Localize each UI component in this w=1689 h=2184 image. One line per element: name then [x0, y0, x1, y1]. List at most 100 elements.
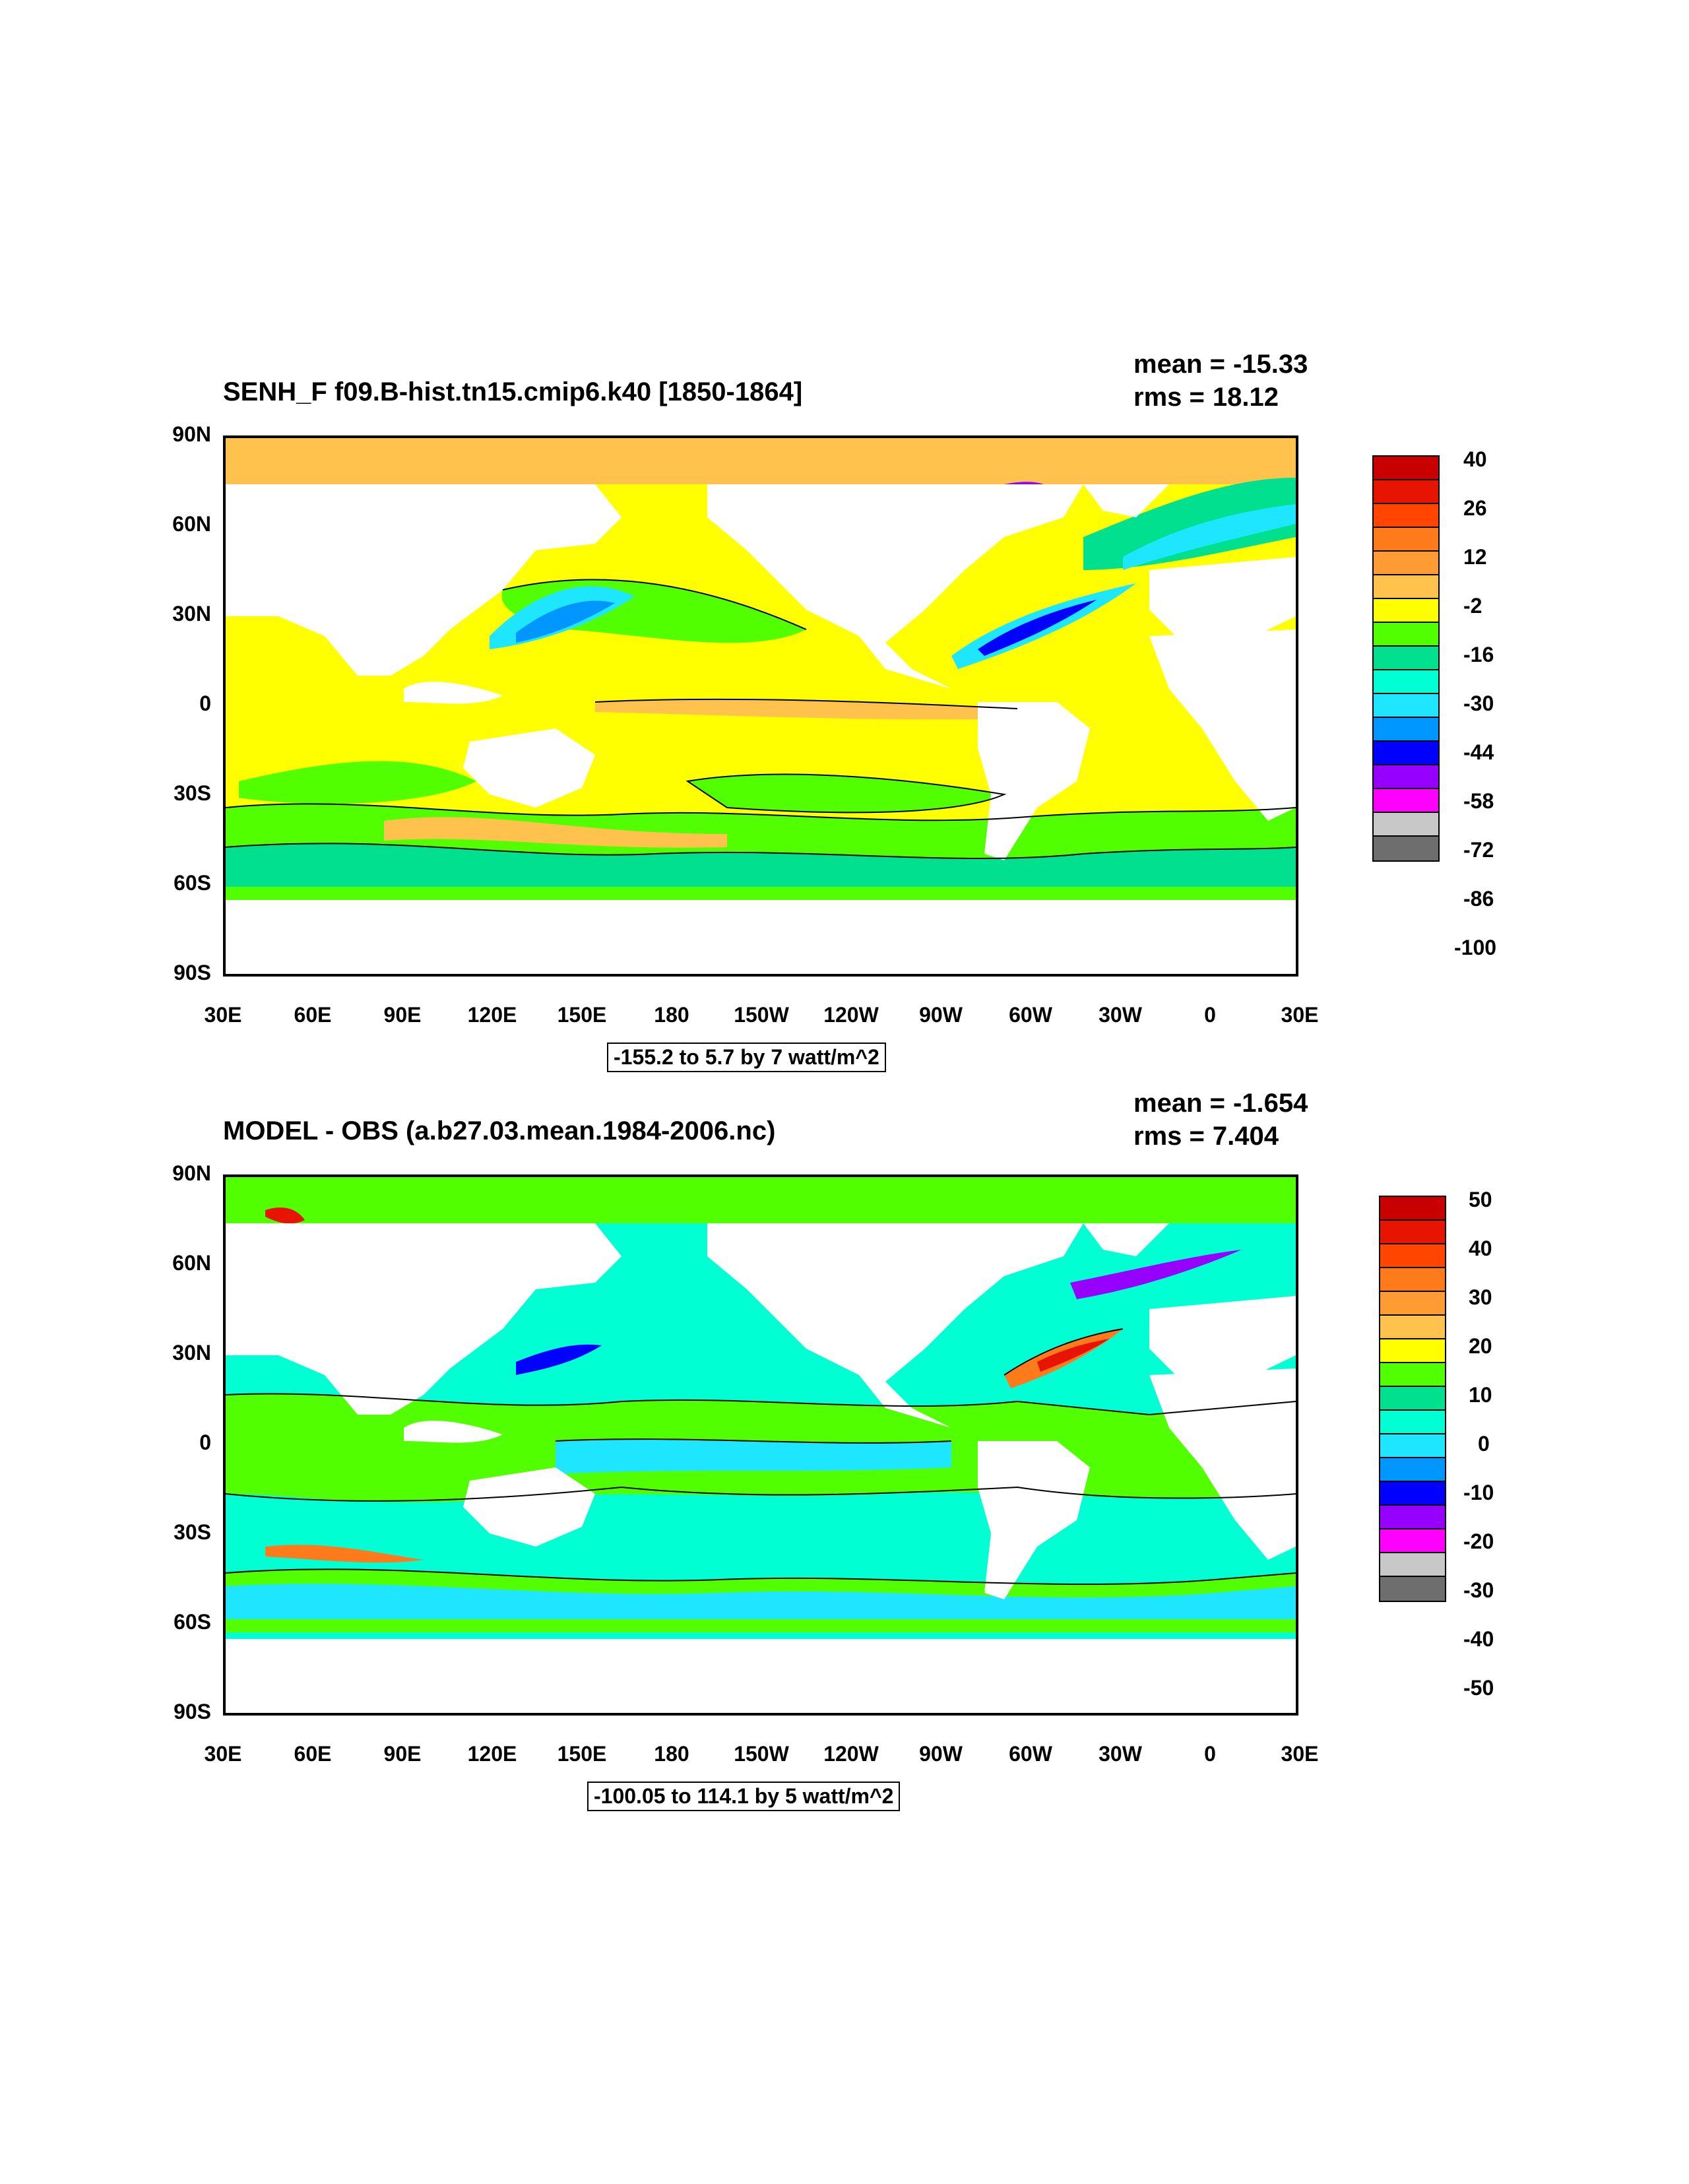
lon-label: 0: [1204, 1742, 1216, 1766]
colorbar-cell: [1380, 1197, 1445, 1221]
contour-line: [685, 773, 1007, 814]
colorbar-label: -20: [1463, 1529, 1494, 1553]
colorbar-label: -58: [1463, 789, 1494, 813]
lon-label: 180: [654, 1003, 689, 1027]
nordic-cell: [1083, 478, 1296, 570]
contour-line: [226, 1393, 1296, 1416]
colorbar-cell: [1380, 1482, 1445, 1506]
colorbar-cell: [1380, 1553, 1445, 1577]
lon-label: 30E: [204, 1742, 242, 1766]
colorbar-label: -86: [1463, 887, 1494, 911]
land-north-america: [707, 1223, 1083, 1428]
panel-top: SENH_F f09.B-hist.tn15.cmip6.k40 [1850-1…: [0, 343, 1689, 1072]
lon-label: 180: [654, 1742, 689, 1766]
lon-label: 150W: [734, 1003, 789, 1027]
colorbar-cell: [1374, 552, 1438, 575]
mean-label: mean =: [1133, 1089, 1225, 1118]
pacific-cyan: [556, 1439, 951, 1474]
rms-stat: rms = 18.12: [1133, 383, 1279, 412]
lon-label: 90E: [383, 1003, 422, 1027]
lat-label: 30N: [172, 1341, 211, 1365]
colorbar-cell: [1380, 1221, 1445, 1244]
colorbar-cell: [1380, 1434, 1445, 1458]
lon-label: 30E: [204, 1003, 242, 1027]
colorbar-cell: [1374, 837, 1438, 860]
colorbar-label: -10: [1463, 1481, 1494, 1504]
lon-label: 150E: [557, 1742, 607, 1766]
map-field: [226, 1177, 1296, 1713]
lat-label: 0: [199, 1430, 211, 1454]
colorbar-label: -44: [1463, 740, 1494, 764]
land-eurasia-asia: [226, 484, 621, 676]
southern-cyan: [226, 1584, 1296, 1619]
lon-label: 150W: [734, 1742, 789, 1766]
acc-orange: [265, 1545, 424, 1563]
contour-line: [594, 698, 1018, 709]
lon-label: 90E: [383, 1742, 422, 1766]
lat-label: 90S: [174, 1700, 211, 1723]
contour-range-info: -155.2 to 5.7 by 7 watt/m^2: [607, 1043, 886, 1072]
contour-line: [555, 1438, 952, 1444]
panel-bottom: MODEL - OBS (a.b27.03.mean.1984-2006.nc)…: [0, 1082, 1689, 1811]
colorbar-label: -50: [1463, 1676, 1494, 1700]
lat-label: 90S: [174, 961, 211, 984]
colorbar-cell: [1374, 694, 1438, 718]
land-australia: [463, 728, 595, 808]
panel-title: MODEL - OBS (a.b27.03.mean.1984-2006.nc): [223, 1116, 776, 1145]
nordic-purple: [1070, 1250, 1242, 1299]
lat-label: 30S: [174, 781, 211, 805]
colorbar-cell: [1374, 504, 1438, 528]
colorbar-cell: [1374, 718, 1438, 742]
colorbar-label: 10: [1469, 1383, 1492, 1407]
lon-label: 150E: [557, 1003, 607, 1027]
colorbar-cell: [1374, 480, 1438, 504]
colorbar-cell: [1380, 1458, 1445, 1482]
land-indonesia: [404, 682, 503, 704]
colorbar-cell: [1380, 1387, 1445, 1411]
colorbar-label: 0: [1478, 1432, 1490, 1456]
colorbar-label: 40: [1469, 1237, 1492, 1260]
lon-label: 120W: [823, 1742, 879, 1766]
colorbar-cell: [1374, 789, 1438, 813]
land-south-america: [978, 702, 1090, 860]
lon-label: 120E: [467, 1742, 517, 1766]
lat-label: 60S: [174, 871, 211, 895]
colorbar-cell: [1374, 742, 1438, 765]
colorbar-cell: [1380, 1292, 1445, 1316]
rms-label: rms =: [1133, 383, 1205, 412]
lon-label: 120W: [823, 1003, 879, 1027]
nordic-core: [1123, 504, 1296, 570]
mean-stat: mean = -15.33: [1133, 350, 1308, 379]
land-europe-africa: [1149, 557, 1296, 636]
lon-label: 60E: [294, 1742, 332, 1766]
colorbar-label: -16: [1463, 643, 1494, 666]
kuroshio-core: [516, 600, 615, 643]
lon-label: 90W: [919, 1003, 963, 1027]
colorbar-label: -30: [1463, 1578, 1494, 1602]
lat-label: 30S: [174, 1520, 211, 1544]
contour-line: [226, 1486, 1296, 1502]
colorbar-label: 40: [1463, 447, 1487, 471]
lat-label: 60S: [174, 1610, 211, 1634]
colorbar-label: -40: [1463, 1627, 1494, 1651]
map-plot: [223, 1174, 1298, 1716]
colorbar-cell: [1374, 647, 1438, 670]
colorbar-label: 20: [1469, 1334, 1492, 1358]
lat-label: 90N: [172, 1161, 211, 1185]
land-antarctica: [226, 900, 1296, 974]
land-africa: [1149, 1368, 1296, 1560]
colorbar-cell: [1380, 1316, 1445, 1339]
colorbar-label: -30: [1463, 691, 1494, 715]
colorbar-cell: [1380, 1363, 1445, 1387]
colorbar-cell: [1380, 1268, 1445, 1292]
colorbar-label: -2: [1463, 594, 1482, 618]
colorbar-cell: [1380, 1411, 1445, 1434]
lat-label: 0: [199, 691, 211, 715]
colorbar-cell: [1374, 765, 1438, 789]
rms-value: 7.404: [1212, 1122, 1279, 1151]
land-south-america: [978, 1441, 1090, 1599]
land-australia: [463, 1467, 595, 1547]
colorbar-label: 30: [1469, 1285, 1492, 1309]
lat-label: 30N: [172, 602, 211, 626]
lon-label: 60E: [294, 1003, 332, 1027]
